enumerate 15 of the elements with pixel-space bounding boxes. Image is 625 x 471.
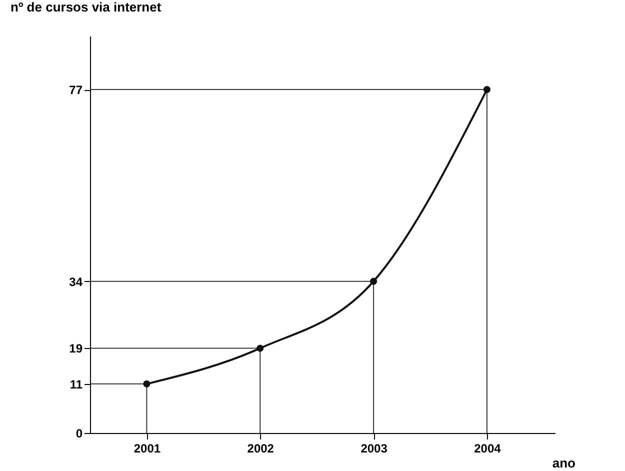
x-tick-label: 2004 — [474, 442, 502, 456]
y-tick-label: 19 — [69, 342, 83, 356]
point — [483, 86, 490, 94]
y-tick-label: 77 — [69, 83, 83, 98]
x-axis-title: ano — [552, 456, 576, 470]
x-tick-label: 2002 — [247, 442, 274, 456]
y-tick-label: 11 — [70, 377, 83, 392]
y-tick-label: 0 — [76, 426, 83, 440]
y-tick-label: 34 — [69, 274, 83, 289]
x-tick-label: 2001 — [134, 442, 161, 456]
x-tick-label: 2003 — [360, 442, 388, 456]
point — [256, 344, 264, 352]
y-axis-title: nº de cursos via internet — [10, 0, 162, 14]
point — [143, 380, 150, 388]
point — [370, 278, 378, 285]
